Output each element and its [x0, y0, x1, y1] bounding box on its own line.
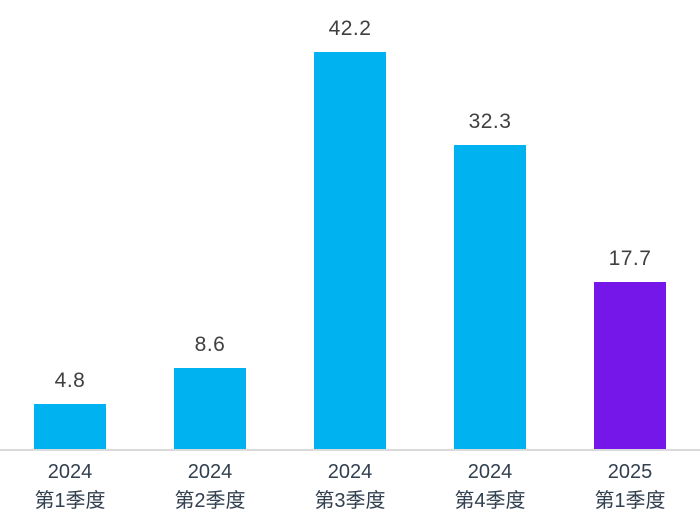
- tick-label-year: 2024: [327, 461, 373, 483]
- tick-label-quarter: 第3季度: [314, 490, 386, 512]
- tick-label-quarter: 第1季度: [34, 490, 106, 512]
- tick-label-year: 2024: [187, 461, 233, 483]
- bar: [34, 404, 106, 449]
- tick-label-quarter: 第1季度: [594, 490, 666, 512]
- tick-label-year: 2025: [607, 461, 653, 483]
- x-axis-tick-label: 2024 第1季度: [0, 458, 140, 516]
- plot-area: 4.8 8.6 42.2 32.3 17.7: [0, 0, 700, 449]
- bar: [454, 145, 526, 449]
- bar-value-label: 42.2: [328, 17, 372, 40]
- bar-column: 8.6: [140, 0, 280, 449]
- bar-column: 17.7: [560, 0, 700, 449]
- x-axis-tick-label: 2025 第1季度: [560, 458, 700, 516]
- x-axis-tick-label: 2024 第3季度: [280, 458, 420, 516]
- bar: [314, 52, 386, 449]
- tick-label-quarter: 第4季度: [454, 490, 526, 512]
- bar-column: 4.8: [0, 0, 140, 449]
- x-axis-line: [0, 449, 700, 451]
- bar-column: 32.3: [420, 0, 560, 449]
- tick-label-year: 2024: [467, 461, 513, 483]
- x-axis-tick-label: 2024 第4季度: [420, 458, 560, 516]
- bar: [594, 282, 666, 449]
- bar-column: 42.2: [280, 0, 420, 449]
- tick-label-quarter: 第2季度: [174, 490, 246, 512]
- bar-value-label: 32.3: [468, 110, 512, 133]
- bar: [174, 368, 246, 449]
- x-axis-tick-label: 2024 第2季度: [140, 458, 280, 516]
- tick-label-year: 2024: [47, 461, 93, 483]
- bar-value-label: 17.7: [608, 247, 652, 270]
- bar-value-label: 8.6: [194, 333, 226, 356]
- x-axis-labels: 2024 第1季度 2024 第2季度 2024 第3季度 2024 第4季度 …: [0, 458, 700, 516]
- bar-value-label: 4.8: [54, 369, 86, 392]
